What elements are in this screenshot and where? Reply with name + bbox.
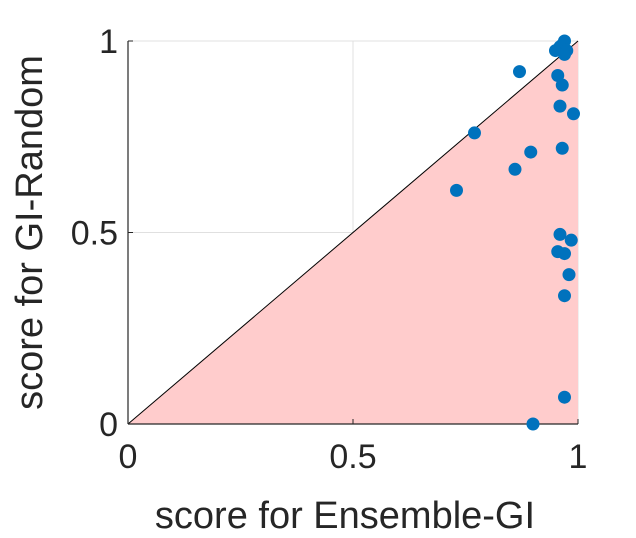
data-point xyxy=(553,227,567,241)
data-point xyxy=(468,126,481,140)
data-point xyxy=(562,268,576,282)
data-point xyxy=(558,47,571,61)
data-point xyxy=(450,183,463,197)
data-point xyxy=(564,233,578,247)
y-axis-label: score for GI-Random xyxy=(9,55,51,410)
data-point xyxy=(508,162,522,176)
x-tick-label: 1 xyxy=(569,438,588,476)
data-point xyxy=(558,289,571,303)
y-tick-label: 0.5 xyxy=(71,215,118,253)
y-tick-label: 1 xyxy=(99,23,118,61)
data-point xyxy=(553,99,567,113)
data-points xyxy=(450,34,580,431)
data-point xyxy=(558,390,571,404)
data-point xyxy=(555,141,569,155)
x-axis-label: score for Ensemble-GI xyxy=(155,495,535,537)
y-tick-label: 0 xyxy=(99,406,118,444)
x-tick-label: 0 xyxy=(119,438,138,476)
data-point xyxy=(558,247,571,261)
axes xyxy=(127,40,579,425)
diagonal-line xyxy=(127,40,579,425)
data-point xyxy=(513,65,526,79)
data-point xyxy=(524,145,538,159)
data-point xyxy=(555,78,569,92)
data-point xyxy=(526,417,540,431)
tick-labels: 0 0.5 1 0 0.5 1 xyxy=(71,23,588,476)
x-tick-label: 0.5 xyxy=(329,438,376,476)
data-point xyxy=(567,107,580,121)
